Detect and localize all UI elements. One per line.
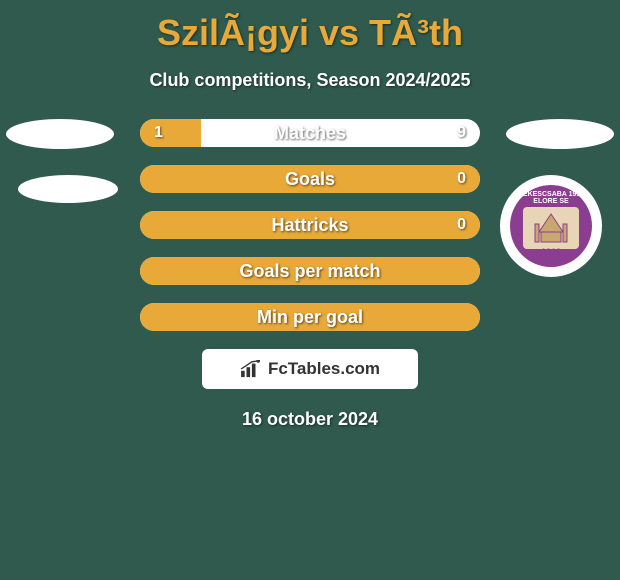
club-year: 1912 bbox=[510, 247, 592, 257]
club-badge-icon: BEKESCSABA 1912 ELORE SE 1912 bbox=[500, 175, 602, 277]
stat-bar-fill bbox=[140, 165, 480, 193]
avatar-placeholder-icon bbox=[6, 119, 114, 149]
stat-bar-fill bbox=[140, 119, 201, 147]
club-crest-right: BEKESCSABA 1912 ELORE SE 1912 bbox=[500, 175, 602, 277]
stat-bar: Min per goal bbox=[140, 303, 480, 331]
stat-bar-fill bbox=[140, 257, 480, 285]
club-name-top: BEKESCSABA 1912 ELORE SE bbox=[510, 191, 592, 205]
content-area: BEKESCSABA 1912 ELORE SE 1912 Matches19G… bbox=[0, 119, 620, 430]
stat-bar-fill bbox=[140, 303, 480, 331]
stats-bars: Matches19Goals0Hattricks0Goals per match… bbox=[140, 119, 480, 331]
watermark-text: FcTables.com bbox=[268, 359, 380, 379]
avatar-placeholder-icon bbox=[506, 119, 614, 149]
page-title: SzilÃ¡gyi vs TÃ³th bbox=[0, 0, 620, 54]
player-avatar-left bbox=[6, 119, 114, 149]
stat-value-left: 1 bbox=[154, 124, 163, 142]
stat-bar: Goals0 bbox=[140, 165, 480, 193]
stat-value-right: 9 bbox=[457, 124, 466, 142]
date-label: 16 october 2024 bbox=[0, 409, 620, 430]
player-avatar-right bbox=[506, 119, 614, 149]
stat-bar: Hattricks0 bbox=[140, 211, 480, 239]
club-building-icon bbox=[523, 207, 579, 249]
watermark-badge: FcTables.com bbox=[202, 349, 418, 389]
chart-icon bbox=[240, 360, 262, 378]
stat-bar-fill bbox=[140, 211, 480, 239]
crest-placeholder-icon bbox=[18, 175, 118, 203]
page-subtitle: Club competitions, Season 2024/2025 bbox=[0, 70, 620, 91]
stat-bar: Matches19 bbox=[140, 119, 480, 147]
stat-value-right: 0 bbox=[457, 216, 466, 234]
stat-value-right: 0 bbox=[457, 170, 466, 188]
stat-bar: Goals per match bbox=[140, 257, 480, 285]
club-crest-left bbox=[18, 175, 118, 203]
